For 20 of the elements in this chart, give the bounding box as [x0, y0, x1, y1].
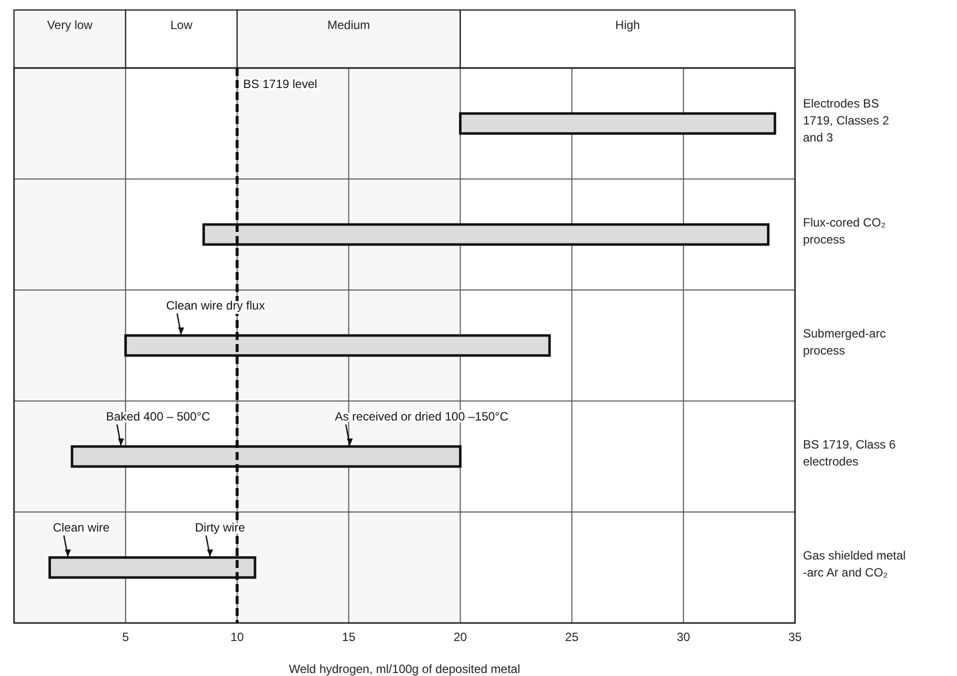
band-label: Very low [47, 18, 93, 32]
bar [459, 112, 776, 135]
x-tick-label: 20 [454, 630, 468, 644]
annotation: Clean wire [52, 520, 110, 534]
x-tick-label: 10 [230, 630, 244, 644]
band-label: High [615, 18, 640, 32]
y-tick-label: Flux-cored CO₂ process [803, 216, 886, 246]
x-tick-label: 15 [342, 630, 356, 644]
ref-line-label: BS 1719 level [243, 77, 318, 91]
x-tick-label: 30 [676, 630, 690, 644]
x-axis-title: Weld hydrogen, ml/100g of deposited metal [288, 662, 520, 676]
x-tick-label: 25 [565, 630, 579, 644]
band-label: Medium [327, 18, 370, 32]
y-tick-label: Submerged-arc process [803, 326, 886, 358]
x-tick-label: 5 [122, 630, 130, 644]
x-tick-label: 35 [788, 630, 802, 644]
y-tick-label: BS 1719, Class 6 electrodes [803, 438, 896, 468]
band-label: Low [170, 18, 193, 32]
y-tick-label: Electrodes BS 1719, Classes 2 and 3 [803, 96, 890, 144]
y-tick-label: Gas shielded metal -arc Ar and CO₂ [803, 548, 906, 580]
